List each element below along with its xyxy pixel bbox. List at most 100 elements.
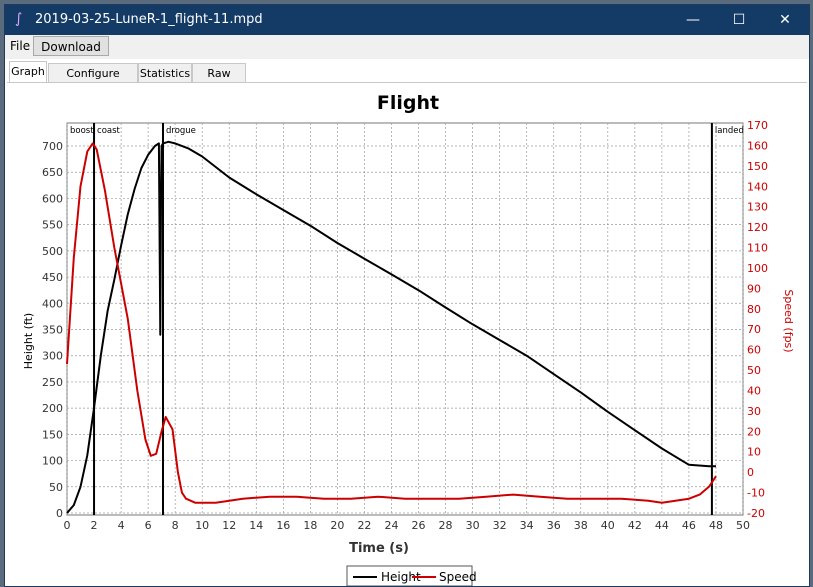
x-tick-label: 44 [655,519,669,532]
x-tick-label: 10 [195,519,209,532]
y-left-tick-label: 250 [42,376,63,389]
y-axis-label-right: Speed (fps) [782,289,795,352]
series-line-speed [66,142,717,504]
x-tick-label: 32 [493,519,507,532]
tab-graph[interactable]: Graph [9,61,47,83]
y-right-tick-label: 100 [747,262,768,275]
x-tick-label: 50 [736,519,750,532]
x-tick-label: 4 [118,519,125,532]
x-tick-label: 18 [303,519,317,532]
legend-label-height: Height [381,570,421,584]
y-left-tick-label: 350 [42,324,63,337]
event-label-coast: coast [97,126,121,136]
x-tick-label: 48 [709,519,723,532]
chart-title: Flight [377,92,439,114]
y-right-tick-label: 50 [747,364,761,377]
y-right-tick-label: 70 [747,323,761,336]
y-right-tick-label: 150 [747,160,768,173]
y-right-tick-label: -20 [747,507,765,520]
x-tick-label: 46 [682,519,696,532]
y-right-tick-label: 80 [747,303,761,316]
download-button[interactable]: Download [33,36,109,56]
flight-event-markers: boost coast drogue landed [70,123,744,515]
y-right-tick-label: 170 [747,119,768,132]
x-tick-label: 38 [574,519,588,532]
y-axis-right-ticks: -20 -10 0 10 20 30 40 50 60 70 80 90 100 110 120 130 140… [747,119,768,520]
y-left-tick-label: 300 [42,350,63,363]
event-label-boost: boost [70,126,94,136]
legend-box [346,565,473,586]
x-axis-label: Time (s) [349,541,409,556]
x-tick-label: 8 [172,519,179,532]
y-left-tick-label: 100 [42,455,63,468]
tab-raw-data[interactable]: Raw Data [192,63,246,99]
x-axis-ticks: 0 2 4 6 8 10 12 14 16 18 20 22 24 26 28 30 32 34 36 38 40 42 4… [64,519,751,532]
legend: Height Speed [346,565,477,586]
menu-bar: File Download [5,35,809,59]
x-tick-label: 40 [601,519,615,532]
y-right-tick-label: 160 [747,139,768,152]
x-tick-label: 14 [249,519,263,532]
graph-panel: Flight Time (s) Height (ft) Speed (fps) … [7,82,807,586]
maximize-button[interactable]: ☐ [716,5,762,35]
x-tick-label: 42 [628,519,642,532]
y-axis-left-ticks: 0 50 100 150 200 250 300 350 400 450 500 550 600 650 7… [42,140,63,520]
y-right-tick-label: 140 [747,180,768,193]
y-right-tick-label: -10 [747,487,765,500]
y-left-tick-label: 550 [42,219,63,232]
plot-area [66,122,744,516]
x-tick-label: 2 [91,519,98,532]
maximize-icon: ☐ [732,12,746,28]
y-left-tick-label: 150 [42,428,63,441]
y-right-tick-label: 120 [747,221,768,234]
y-left-tick-label: 450 [42,271,63,284]
y-right-tick-label: 0 [747,466,754,479]
y-left-tick-label: 650 [42,166,63,179]
x-tick-label: 22 [357,519,371,532]
x-tick-label: 36 [547,519,561,532]
y-left-tick-label: 0 [56,507,63,520]
y-right-tick-label: 30 [747,405,761,418]
y-left-tick-label: 50 [49,481,63,494]
tab-strip: Graph Configure Graph Statistics Raw Dat… [5,61,809,99]
application-window: ∫ 2019-03-25-LuneR-1_flight-11.mpd — ☐ ✕… [4,4,810,587]
x-tick-label: 24 [384,519,398,532]
y-right-tick-label: 20 [747,425,761,438]
x-tick-label: 34 [520,519,534,532]
grid [66,123,744,515]
y-axis-label-left: Height (ft) [22,313,35,369]
tab-statistics[interactable]: Statistics [138,63,192,82]
y-right-tick-label: 60 [747,344,761,357]
y-right-tick-label: 40 [747,384,761,397]
title-bar[interactable]: ∫ 2019-03-25-LuneR-1_flight-11.mpd — ☐ ✕ [5,5,809,35]
x-tick-label: 28 [439,519,453,532]
menu-file[interactable]: File [10,39,31,53]
x-tick-label: 6 [145,519,152,532]
x-tick-label: 0 [64,519,71,532]
y-left-tick-label: 700 [42,140,63,153]
x-tick-label: 30 [466,519,480,532]
y-right-tick-label: 90 [747,282,761,295]
close-icon: ✕ [779,12,791,28]
y-left-tick-label: 200 [42,402,63,415]
minimize-button[interactable]: — [670,5,716,35]
y-right-tick-label: 130 [747,201,768,214]
x-tick-label: 16 [276,519,290,532]
x-tick-label: 12 [222,519,236,532]
series-line-height [66,140,716,514]
y-right-tick-label: 110 [747,242,768,255]
event-label-landed: landed [715,126,744,136]
series-lines [66,140,717,514]
y-left-tick-label: 500 [42,245,63,258]
y-left-tick-label: 400 [42,297,63,310]
event-label-drogue: drogue [166,126,196,136]
flight-graph-icon: ∫ [15,11,23,27]
legend-label-speed: Speed [439,570,477,584]
minimize-icon: — [686,12,700,28]
close-button[interactable]: ✕ [762,5,808,35]
flight-chart: Flight Time (s) Height (ft) Speed (fps) … [22,92,795,586]
x-tick-label: 26 [412,519,426,532]
x-tick-label: 20 [330,519,344,532]
tab-configure-graph[interactable]: Configure Graph [48,63,138,99]
window-title: 2019-03-25-LuneR-1_flight-11.mpd [35,12,263,27]
